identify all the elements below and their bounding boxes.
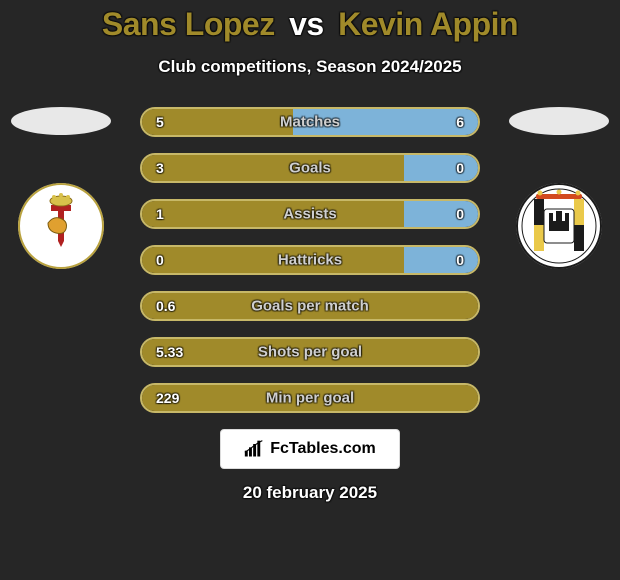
player1-bar-segment: [142, 247, 404, 273]
player1-photo-placeholder: [11, 107, 111, 135]
player2-value: 6: [456, 114, 464, 130]
player1-side: [6, 107, 116, 269]
stat-row: 5.33 Shots per goal: [140, 337, 480, 367]
stat-label: Matches: [280, 114, 340, 131]
stat-row: 0 0 Hattricks: [140, 245, 480, 275]
player1-value: 0: [156, 252, 164, 268]
player2-bar-segment: [404, 155, 478, 181]
player1-club-badge: [18, 183, 104, 269]
player1-value: 3: [156, 160, 164, 176]
page-title: Sans Lopez vs Kevin Appin: [0, 6, 620, 43]
stat-label: Goals per match: [251, 298, 369, 315]
chart-icon: [244, 440, 264, 458]
infographic-root: Sans Lopez vs Kevin Appin Club competiti…: [0, 0, 620, 580]
stat-bars: 5 6 Matches 3 0 Goals 1 0 Assists 0 0 Hattricks 0.6 G…: [140, 107, 480, 413]
logo-text: FcTables.com: [270, 440, 376, 458]
player1-value: 5: [156, 114, 164, 130]
player2-bar-segment: [404, 201, 478, 227]
stat-row: 3 0 Goals: [140, 153, 480, 183]
player2-name: Kevin Appin: [338, 6, 518, 42]
stat-label: Assists: [283, 206, 336, 223]
player1-name: Sans Lopez: [102, 6, 275, 42]
source-logo: FcTables.com: [220, 429, 400, 469]
player1-bar-segment: [142, 109, 293, 135]
stat-row: 229 Min per goal: [140, 383, 480, 413]
player1-value: 229: [156, 390, 179, 406]
player1-value: 5.33: [156, 344, 183, 360]
player1-value: 0.6: [156, 298, 175, 314]
player2-value: 0: [456, 160, 464, 176]
stat-row: 5 6 Matches: [140, 107, 480, 137]
player1-bar-segment: [142, 201, 404, 227]
player2-value: 0: [456, 206, 464, 222]
player2-photo-placeholder: [509, 107, 609, 135]
content-area: 5 6 Matches 3 0 Goals 1 0 Assists 0 0 Hattricks 0.6 G…: [0, 107, 620, 413]
stat-row: 1 0 Assists: [140, 199, 480, 229]
player2-club-badge: [516, 183, 602, 269]
player1-value: 1: [156, 206, 164, 222]
stat-label: Min per goal: [266, 390, 354, 407]
player2-value: 0: [456, 252, 464, 268]
player1-bar-segment: [142, 155, 404, 181]
burgos-crest-icon: [516, 183, 602, 269]
vs-text: vs: [289, 6, 324, 42]
stat-label: Hattricks: [278, 252, 342, 269]
zaragoza-crest-icon: [18, 183, 104, 269]
date-text: 20 february 2025: [0, 483, 620, 503]
player2-bar-segment: [404, 247, 478, 273]
stat-label: Goals: [289, 160, 331, 177]
stat-label: Shots per goal: [258, 344, 362, 361]
player2-side: [504, 107, 614, 269]
stat-row: 0.6 Goals per match: [140, 291, 480, 321]
subtitle: Club competitions, Season 2024/2025: [0, 57, 620, 77]
